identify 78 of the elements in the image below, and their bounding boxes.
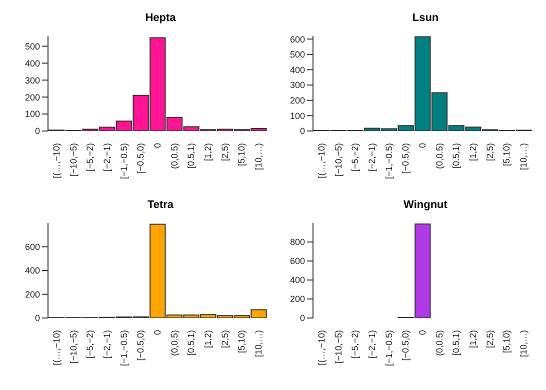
x-tick-label: [−0.5,0) (400, 143, 411, 174)
chart-title: Lsun (411, 12, 440, 26)
x-tick-label: [5,10) (236, 143, 247, 166)
y-tick-label: 400 (290, 64, 305, 75)
x-tick-label: [10,…) (518, 143, 529, 170)
x-tick-label: 0 (418, 143, 428, 148)
x-tick-label: [−2,−1) (366, 330, 377, 359)
x-tick-label: [0.5,1) (451, 330, 462, 356)
x-tick-label: [10,…) (254, 330, 264, 358)
y-tick-label: 300 (290, 80, 305, 90)
x-tick-label: [0.5,1) (451, 143, 462, 169)
x-tick-label: [−2,−1) (102, 143, 112, 172)
y-tick-label: 200 (24, 92, 40, 102)
x-tick-label: [1,2) (203, 330, 214, 348)
x-tick-label: [0.5,1) (186, 143, 196, 169)
x-tick-label: [(…,−10) (316, 330, 326, 366)
y-tick-label: 800 (290, 237, 305, 248)
x-tick-label: [1,2) (468, 143, 478, 162)
y-tick-label: 600 (290, 256, 305, 266)
x-tick-label: (0,0.5) (169, 330, 180, 356)
x-tick-label: 0 (418, 330, 428, 336)
x-tick-label: [−5,−2) (350, 330, 360, 359)
y-tick-label: 200 (290, 294, 305, 304)
y-tick-label: 400 (24, 58, 40, 68)
x-tick-label: [5,10) (502, 143, 512, 166)
x-tick-label: [−2,−1) (102, 330, 112, 359)
y-tick-label: 500 (24, 41, 40, 52)
x-tick-label: [1,2) (468, 330, 478, 348)
y-tick-label: 200 (24, 289, 40, 300)
x-tick-label: [2,5) (220, 330, 230, 348)
x-tick-label: [−5,−2) (85, 143, 96, 172)
y-tick-label: 600 (24, 242, 40, 252)
x-tick-label: [−0.5,0) (136, 330, 146, 361)
x-tick-label: [10,…) (518, 330, 529, 358)
x-tick-label: [−1,−0.5) (384, 143, 394, 180)
x-tick-label: [1,2) (203, 143, 214, 162)
x-tick-label: [−1,−0.5) (384, 330, 394, 366)
x-tick-label: [−10,−5) (333, 330, 344, 364)
x-tick-label: [−0.5,0) (136, 143, 146, 174)
x-tick-label: [2,5) (484, 143, 495, 162)
x-tick-label: [−5,−2) (350, 143, 360, 172)
y-tick-label: 400 (290, 275, 305, 286)
x-tick-label: [−5,−2) (85, 330, 96, 359)
x-tick-label: [−0.5,0) (400, 330, 411, 361)
x-tick-label: [−2,−1) (366, 143, 377, 172)
x-tick-label: 0 (152, 143, 162, 148)
y-tick-label: 0 (300, 126, 305, 136)
y-tick-label: 400 (24, 266, 40, 276)
x-tick-label: [(…,−10) (51, 143, 62, 178)
x-tick-label: [−10,−5) (333, 143, 344, 177)
x-tick-label: [0.5,1) (186, 330, 196, 356)
x-tick-label: (0,0.5) (169, 143, 180, 170)
x-tick-label: [(…,−10) (316, 143, 326, 178)
chart-title: Wingnut (402, 199, 448, 213)
y-tick-label: 300 (24, 75, 40, 86)
x-tick-label: [10,…) (254, 143, 264, 170)
x-tick-label: 0 (152, 330, 162, 336)
y-tick-label: 0 (300, 313, 305, 324)
y-tick-label: 500 (290, 50, 305, 60)
x-tick-label: [−1,−0.5) (118, 143, 129, 180)
y-tick-label: 100 (290, 110, 305, 121)
x-tick-label: (0,0.5) (434, 143, 444, 170)
chart-title: Tetra (146, 199, 175, 213)
y-tick-label: 0 (34, 126, 40, 136)
x-tick-label: [5,10) (502, 330, 512, 354)
x-tick-label: [(…,−10) (51, 330, 62, 366)
x-tick-label: [−10,−5) (68, 330, 78, 364)
chart-title: Hepta (144, 12, 177, 26)
y-tick-label: 100 (24, 109, 40, 120)
x-tick-label: [2,5) (484, 330, 495, 348)
y-tick-label: 200 (290, 96, 305, 106)
y-tick-label: 600 (290, 34, 305, 44)
x-tick-label: [−10,−5) (68, 143, 78, 177)
x-tick-label: (0,0.5) (434, 330, 444, 356)
x-tick-label: [2,5) (220, 143, 230, 162)
x-tick-label: [−1,−0.5) (118, 330, 129, 366)
y-tick-label: 0 (34, 313, 40, 324)
x-tick-label: [5,10) (236, 330, 247, 354)
